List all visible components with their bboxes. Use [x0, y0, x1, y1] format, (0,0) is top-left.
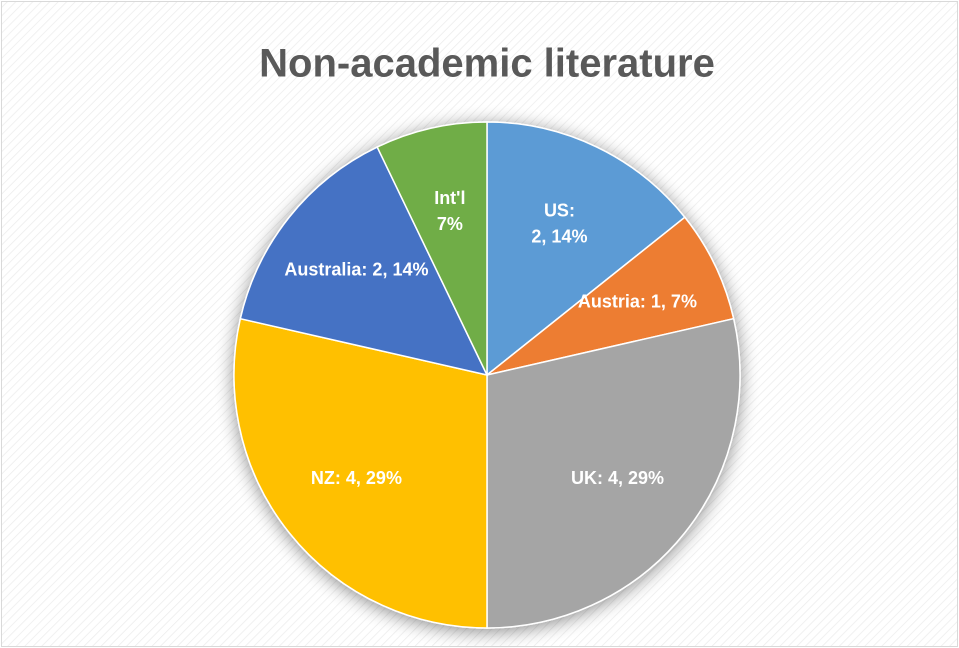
pie-slice	[233, 317, 488, 629]
pie-slice	[376, 121, 488, 376]
pie-slice	[239, 146, 489, 377]
data-label: UK: 4, 29%	[571, 468, 664, 488]
data-label: Australia: 2, 14%	[284, 260, 428, 280]
chart-title: Non-academic literature	[259, 42, 715, 86]
data-label: NZ: 4, 29%	[311, 468, 402, 488]
data-label: US: 2, 14%	[531, 200, 587, 246]
pie-slice	[486, 317, 741, 629]
pie-slice	[486, 121, 686, 377]
data-label: Austria: 1, 7%	[578, 291, 697, 311]
pie	[233, 121, 741, 629]
data-label: Int'l 7%	[434, 188, 465, 234]
pie-slice	[486, 216, 735, 376]
